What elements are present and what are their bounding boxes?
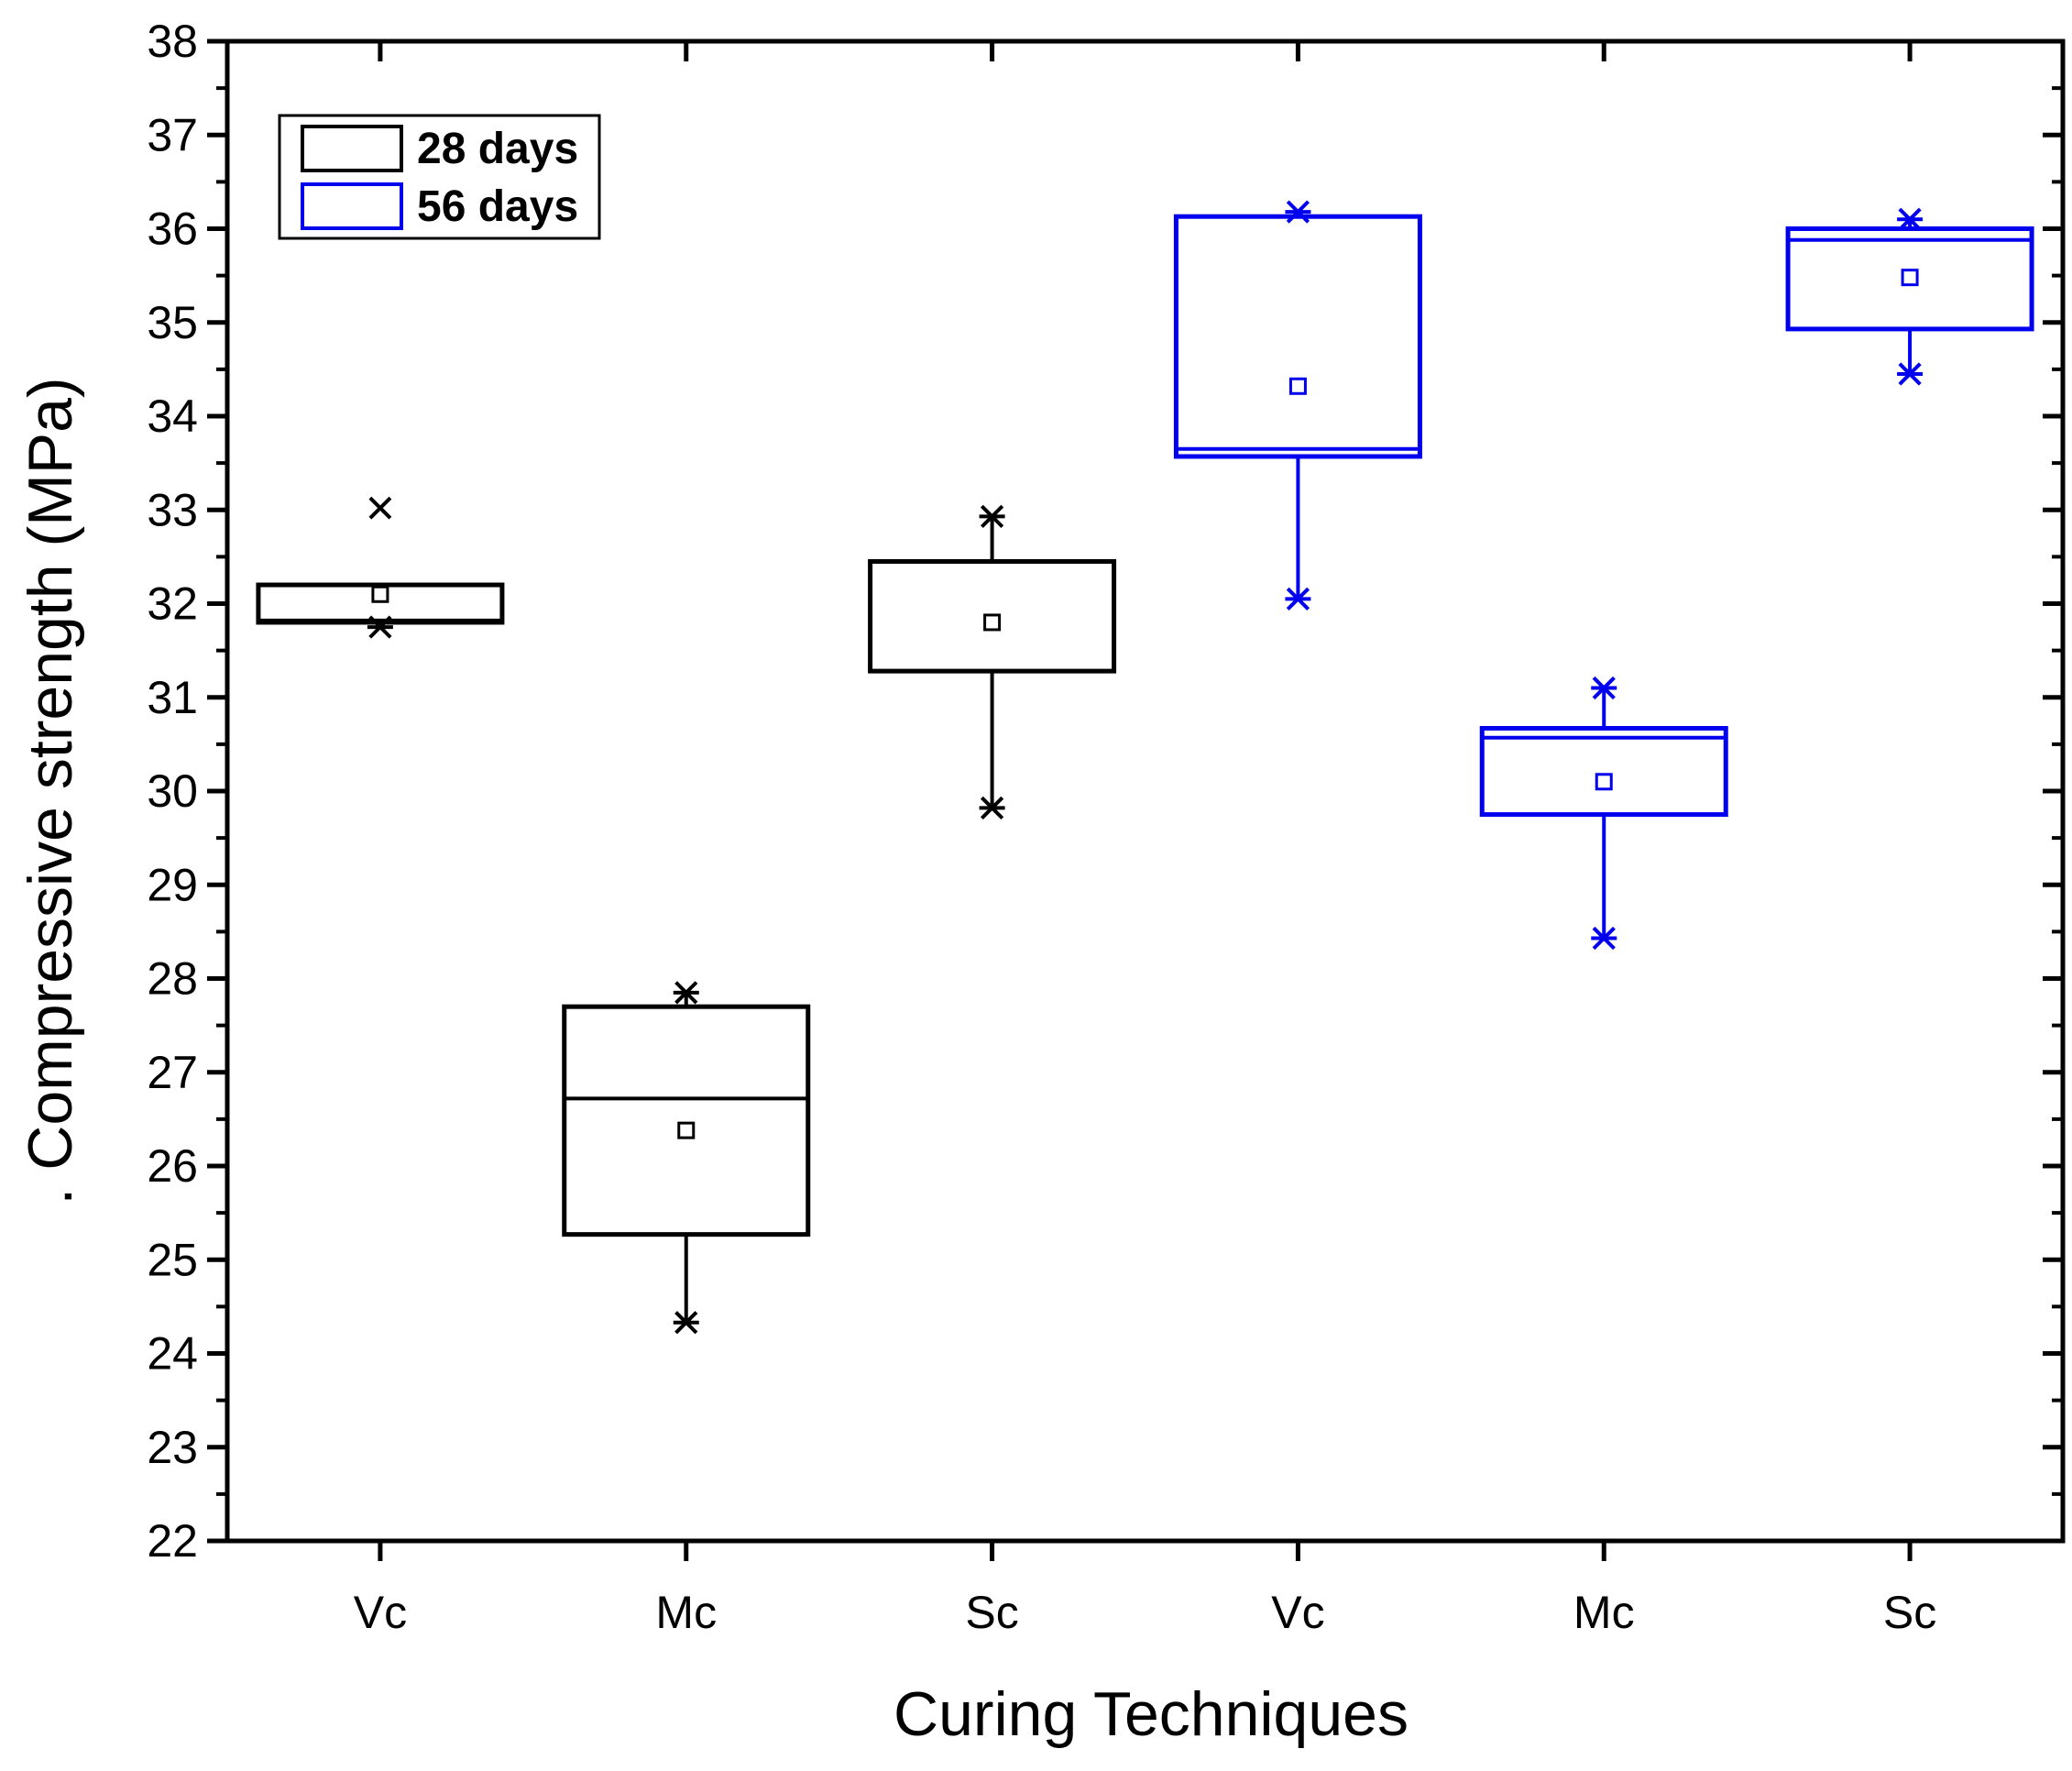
y-tick-label: 37 bbox=[147, 109, 198, 160]
max-marker bbox=[1591, 676, 1617, 700]
x-tick-label: Mc bbox=[655, 1587, 717, 1638]
y-tick-label: 32 bbox=[147, 578, 198, 630]
min-marker bbox=[1591, 926, 1617, 951]
mean-marker bbox=[983, 613, 1002, 632]
min-marker bbox=[673, 1311, 699, 1335]
mean-marker bbox=[1901, 269, 1919, 287]
max-marker-d2 bbox=[368, 496, 392, 520]
box-56-days-Vc bbox=[1173, 200, 1422, 611]
legend-frame bbox=[278, 114, 601, 240]
min-marker-d2 bbox=[1898, 362, 1922, 386]
y-tick-label: 35 bbox=[147, 297, 198, 348]
mean-marker bbox=[677, 1121, 696, 1139]
y-tick-label: 34 bbox=[147, 390, 198, 442]
iqr-box bbox=[256, 582, 505, 625]
max-marker-d2 bbox=[1592, 676, 1616, 700]
y-tick-label: 26 bbox=[147, 1140, 198, 1192]
x-axis: Vc Mc Sc Vc Mc Sc bbox=[354, 41, 1936, 1638]
y-tick-label: 28 bbox=[147, 953, 198, 1005]
y-axis: 22 23 24 25 26 27 28 29 30 31 32 33 34 35 36 37 38 bbox=[147, 16, 2063, 1567]
y-tick-label: 22 bbox=[147, 1515, 198, 1567]
y-tick-label: 38 bbox=[147, 16, 198, 67]
x-tick-label: Vc bbox=[354, 1587, 407, 1638]
legend-label-56-days: 56 days bbox=[417, 182, 578, 231]
mean-marker bbox=[371, 585, 389, 603]
plot-area bbox=[225, 38, 2066, 1544]
min-marker-d2 bbox=[674, 1311, 698, 1335]
max-marker-d2 bbox=[674, 981, 698, 1005]
max-marker bbox=[1285, 200, 1311, 224]
y-tick-label: 25 bbox=[147, 1234, 198, 1285]
max-marker-d2 bbox=[980, 504, 1004, 529]
iqr-box bbox=[1479, 725, 1728, 818]
x-tick-label: Vc bbox=[1271, 1587, 1324, 1638]
legend-label-28-days: 28 days bbox=[417, 125, 578, 173]
mean-marker bbox=[1595, 773, 1613, 791]
min-marker bbox=[979, 796, 1005, 820]
y-tick-label: 29 bbox=[147, 859, 198, 910]
box-28-days-Vc bbox=[256, 496, 505, 639]
y-tick-label: 30 bbox=[147, 765, 198, 817]
max-marker-d2 bbox=[1286, 200, 1310, 224]
y-tick-label: 36 bbox=[147, 204, 198, 255]
min-marker-d2 bbox=[1592, 926, 1616, 951]
box-56-days-Mc bbox=[1479, 676, 1728, 951]
box-series bbox=[256, 200, 2034, 1335]
legend-swatch-56-days bbox=[301, 182, 403, 230]
min-marker-d2 bbox=[1286, 587, 1310, 611]
x-tick-label: Sc bbox=[965, 1587, 1018, 1638]
y-tick-label: 24 bbox=[147, 1328, 198, 1380]
mean-marker bbox=[1288, 377, 1307, 395]
max-marker bbox=[1897, 207, 1924, 231]
iqr-box bbox=[1785, 226, 2034, 332]
legend: 28 days 56 days bbox=[278, 114, 601, 240]
y-tick-label: 23 bbox=[147, 1422, 198, 1473]
x-axis-title: Curing Techniques bbox=[893, 1679, 1409, 1749]
y-tick-label: 31 bbox=[147, 672, 198, 723]
max-marker bbox=[368, 496, 392, 520]
min-marker-d2 bbox=[980, 796, 1004, 820]
legend-swatch-28-days bbox=[301, 125, 403, 172]
box-56-days-Sc bbox=[1785, 207, 2034, 386]
y-axis-title: . Compressive strength (MPa) bbox=[16, 377, 85, 1204]
max-marker bbox=[979, 504, 1005, 529]
x-tick-label: Mc bbox=[1573, 1587, 1635, 1638]
iqr-box bbox=[562, 1004, 811, 1238]
min-marker-d2 bbox=[368, 615, 392, 639]
min-marker bbox=[367, 615, 393, 639]
iqr-box bbox=[1173, 214, 1422, 459]
min-marker bbox=[1897, 362, 1924, 386]
box-28-days-Mc bbox=[562, 981, 811, 1335]
max-marker-d2 bbox=[1898, 207, 1922, 231]
y-tick-label: 27 bbox=[147, 1047, 198, 1098]
box-28-days-Sc bbox=[868, 504, 1117, 820]
min-marker bbox=[1285, 587, 1311, 611]
x-tick-label: Sc bbox=[1883, 1587, 1936, 1638]
y-tick-label: 33 bbox=[147, 484, 198, 535]
max-marker bbox=[673, 981, 699, 1005]
